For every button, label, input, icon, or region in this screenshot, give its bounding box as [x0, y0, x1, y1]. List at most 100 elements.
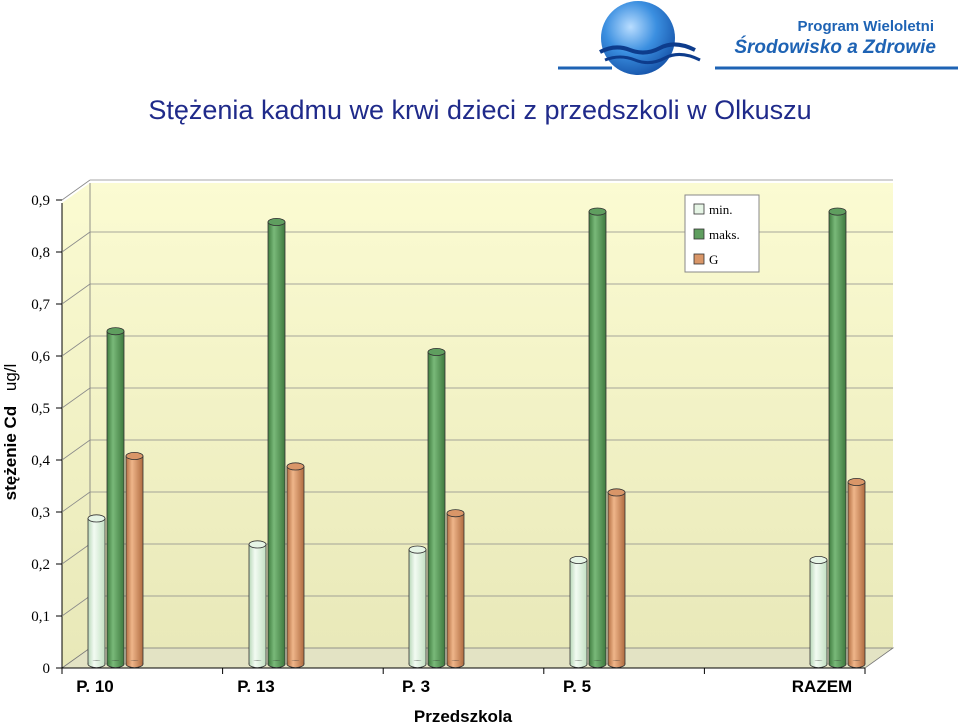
bar-min-2: [248, 540, 267, 669]
bar-cap: [828, 207, 847, 216]
y-tick-label: 0,8: [31, 245, 50, 261]
brand-header: Program Wieloletni Środowisko a Zdrowie: [0, 0, 960, 80]
bar-body: [248, 544, 267, 665]
x-axis-categories: P. 10 P. 13 P. 3 P. 5 RAZEM: [61, 668, 866, 696]
bar-maks-5: [828, 207, 847, 669]
y-tick-label: 0,3: [31, 505, 50, 521]
x-category-label: RAZEM: [792, 677, 852, 696]
bar-base-cover: [428, 660, 445, 664]
bar-base-cover: [88, 660, 105, 664]
bar-body: [427, 351, 446, 665]
bar-cap: [607, 488, 626, 497]
program-line1: Program Wieloletni: [797, 18, 934, 35]
legend-swatch: [693, 203, 705, 215]
bar-body: [809, 559, 828, 665]
page-title: Stężenia kadmu we krwi dzieci z przedszk…: [148, 95, 812, 125]
legend-label: min.: [709, 202, 732, 217]
bar-G-2: [286, 462, 305, 669]
gridlines: [61, 179, 893, 617]
y-tick-label: 0,4: [31, 453, 50, 469]
bar-min-4: [569, 556, 588, 669]
y-axis-unit: ug/l: [1, 364, 20, 391]
bar-G-5: [847, 477, 866, 669]
bar-body: [408, 549, 427, 665]
svg-text:stężenie Cd ug/l: stężenie Cd ug/l: [1, 364, 20, 501]
bar-base-cover: [249, 660, 266, 664]
bar-base-cover: [126, 660, 143, 664]
bar-cap: [286, 462, 305, 471]
bar-body: [267, 221, 286, 665]
bar-G-1: [125, 451, 144, 669]
gridline-depth: [61, 283, 91, 305]
bar-cap: [446, 509, 465, 518]
y-tick-label: 0,6: [31, 349, 50, 365]
y-tick-label: 0,7: [31, 297, 50, 313]
bar-base-cover: [810, 660, 827, 664]
gridline-depth: [61, 543, 91, 565]
bar-body: [106, 330, 125, 665]
bar-base-cover: [589, 660, 606, 664]
bar-min-5: [809, 556, 828, 669]
y-tick-label: 0,9: [31, 193, 50, 209]
y-tick-label: 0: [43, 661, 51, 677]
gridline-depth: [61, 491, 91, 513]
bar-base-cover: [287, 660, 304, 664]
bar-body: [847, 481, 866, 665]
x-axis-title: Przedszkola: [414, 707, 513, 723]
bar-base-cover: [107, 660, 124, 664]
legend-label: G: [709, 252, 718, 267]
x-category-label: P. 10: [76, 677, 114, 696]
bar-cap: [106, 327, 125, 336]
y-tick-label: 0,2: [31, 557, 50, 573]
bar-base-cover: [268, 660, 285, 664]
legend-swatch: [693, 253, 705, 265]
bar-base-cover: [848, 660, 865, 664]
y-axis-title: stężenie Cd: [1, 406, 20, 500]
chart-floor: [60, 647, 895, 669]
bar-base-cover: [608, 660, 625, 664]
gridline-depth: [61, 179, 91, 201]
bar-cap: [569, 556, 588, 565]
y-tick-label: 0,5: [31, 401, 50, 417]
bar-body: [87, 518, 106, 665]
bar-base-cover: [829, 660, 846, 664]
bar-body: [125, 455, 144, 665]
gridline-depth: [61, 595, 91, 617]
bar-body: [588, 211, 607, 665]
legend: min. maks. G: [684, 194, 760, 273]
bar-body: [607, 491, 626, 665]
bar-G-4: [607, 488, 626, 669]
x-category-label: P. 13: [237, 677, 275, 696]
gridline-depth: [61, 439, 91, 461]
bar-base-cover: [409, 660, 426, 664]
bar-base-cover: [570, 660, 587, 664]
bar-cap: [427, 347, 446, 356]
chart-back-wall: [62, 183, 893, 668]
bar-base-cover: [447, 660, 464, 664]
bar-body: [446, 512, 465, 665]
globe-waves-logo-icon: [558, 1, 958, 75]
bar-cap: [125, 451, 144, 460]
bar-min-3: [408, 545, 427, 669]
bar-body: [286, 465, 305, 665]
bar-body: [828, 211, 847, 665]
bar-G-3: [446, 509, 465, 669]
bar-cap: [267, 217, 286, 226]
bar-cap: [588, 207, 607, 216]
bar-maks-2: [267, 217, 286, 669]
bar-maks-4: [588, 207, 607, 669]
bar-min-1: [87, 514, 106, 669]
bar-cap: [809, 556, 828, 565]
bar-maks-1: [106, 327, 125, 669]
program-line2: Środowisko a Zdrowie: [734, 37, 936, 58]
x-category-label: P. 3: [402, 677, 430, 696]
bar-body: [569, 559, 588, 665]
bar-cap: [248, 540, 267, 549]
legend-label: maks.: [709, 227, 740, 242]
gridline-depth: [61, 387, 91, 409]
bar-maks-3: [427, 347, 446, 669]
y-axis-ticks: 0 0,1 0,2 0,3 0,4 0,5 0,6 0,7 0,8 0,9: [31, 193, 62, 677]
bar-cap: [87, 514, 106, 523]
gridline-depth: [61, 231, 91, 253]
